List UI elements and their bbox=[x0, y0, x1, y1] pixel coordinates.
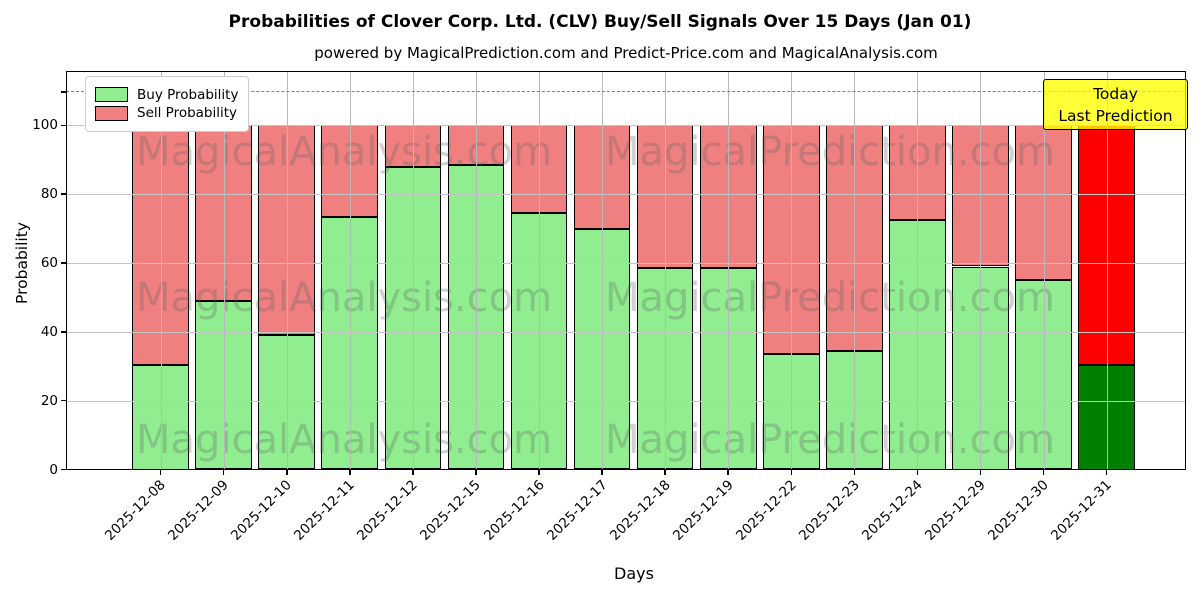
gridline-vertical bbox=[728, 71, 730, 470]
x-tick-label: 2025-12-10 bbox=[228, 477, 296, 544]
watermark-text: MagicalAnalysis.com bbox=[135, 275, 553, 321]
x-tick-mark bbox=[159, 470, 162, 475]
gridline-vertical bbox=[160, 71, 162, 470]
y-tick-label: 40 bbox=[40, 323, 58, 340]
x-tick-label: 2025-12-29 bbox=[921, 477, 989, 544]
x-tick-mark bbox=[1042, 470, 1045, 475]
chart-title: Probabilities of Clover Corp. Ltd. (CLV)… bbox=[228, 12, 972, 32]
plot-area: MagicalAnalysis.com MagicalPrediction.com… bbox=[66, 71, 1186, 470]
y-tick-mark bbox=[60, 399, 66, 402]
x-tick-mark bbox=[349, 470, 351, 475]
gridline-vertical bbox=[475, 71, 477, 470]
gridline-vertical bbox=[1043, 71, 1045, 470]
bar-sell-segment bbox=[825, 125, 883, 351]
y-tick-mark bbox=[60, 124, 66, 127]
x-tick-label: 2025-12-12 bbox=[354, 477, 422, 544]
bar-sell-segment bbox=[132, 125, 189, 365]
gridline-horizontal bbox=[66, 263, 1186, 264]
x-tick-label: 2025-12-08 bbox=[102, 477, 169, 544]
legend-swatch bbox=[95, 105, 128, 121]
x-tick-mark bbox=[538, 470, 540, 475]
legend-label: Buy Probability bbox=[137, 86, 239, 103]
x-tick-label: 2025-12-24 bbox=[858, 477, 926, 544]
watermark-text: MagicalPrediction.com bbox=[605, 129, 1055, 175]
y-tick-label: 100 bbox=[32, 117, 58, 134]
x-tick-label: 2025-12-09 bbox=[165, 477, 233, 544]
y-tick-label: 80 bbox=[40, 186, 58, 203]
bar-buy-segment bbox=[636, 268, 694, 470]
x-tick-label: 2025-12-31 bbox=[1048, 477, 1115, 544]
gridline-vertical bbox=[791, 71, 793, 470]
x-tick-label: 2025-12-17 bbox=[543, 477, 611, 544]
x-tick-mark bbox=[790, 470, 792, 475]
x-tick-mark bbox=[664, 470, 666, 475]
gridline-vertical bbox=[349, 71, 351, 470]
x-tick-mark bbox=[222, 470, 225, 475]
y-tick-label: 60 bbox=[40, 255, 58, 271]
y-tick-mark bbox=[60, 468, 66, 471]
gridline-vertical bbox=[665, 71, 667, 470]
bar-sell-segment bbox=[510, 125, 568, 214]
x-tick-label: 2025-12-22 bbox=[732, 477, 800, 544]
gridline-vertical bbox=[980, 71, 982, 470]
bar-buy-segment bbox=[510, 213, 568, 470]
bar-buy-segment bbox=[825, 350, 883, 470]
threshold-dashed-line bbox=[66, 91, 1186, 92]
gridline-vertical bbox=[854, 71, 856, 470]
gridline-vertical bbox=[539, 71, 540, 470]
today-annotation: Today Last Prediction bbox=[1043, 79, 1188, 130]
y-tick-mark bbox=[60, 262, 66, 264]
legend: Buy Probability Sell Probability bbox=[85, 76, 250, 132]
bar-buy-segment bbox=[132, 364, 189, 470]
legend-swatch bbox=[95, 87, 128, 102]
bar-sell-segment bbox=[1015, 125, 1072, 281]
legend-item: Buy Probability bbox=[95, 87, 238, 103]
bar-buy-segment bbox=[321, 216, 379, 470]
gridline-vertical bbox=[602, 71, 603, 470]
legend-item: Sell Probability bbox=[95, 105, 238, 121]
x-tick-label: 2025-12-16 bbox=[480, 477, 548, 544]
y-tick-label: 0 bbox=[49, 461, 58, 478]
legend-label: Sell Probability bbox=[137, 105, 238, 121]
x-tick-mark bbox=[853, 470, 855, 475]
gridline-vertical bbox=[917, 71, 919, 470]
x-tick-mark bbox=[601, 470, 603, 475]
gridline-horizontal bbox=[66, 125, 1186, 127]
watermark-text: MagicalPrediction.com bbox=[605, 275, 1055, 321]
y-axis-label: Probability bbox=[13, 222, 31, 304]
x-tick-label: 2025-12-19 bbox=[669, 477, 737, 544]
x-tick-mark bbox=[916, 470, 919, 475]
x-axis-label: Days bbox=[614, 564, 654, 583]
y-tick-label: 20 bbox=[40, 392, 58, 409]
x-tick-mark bbox=[979, 470, 982, 475]
gridline-horizontal bbox=[66, 331, 1186, 333]
watermark-text: MagicalAnalysis.com bbox=[135, 417, 553, 463]
watermark-text: MagicalAnalysis.com bbox=[135, 129, 553, 175]
x-tick-label: 2025-12-23 bbox=[795, 477, 863, 544]
x-tick-mark bbox=[286, 470, 288, 475]
gridline-vertical bbox=[1106, 71, 1108, 470]
x-tick-label: 2025-12-15 bbox=[417, 477, 485, 544]
x-tick-mark bbox=[1105, 470, 1108, 475]
x-tick-label: 2025-12-30 bbox=[985, 477, 1052, 544]
gridline-horizontal bbox=[66, 194, 1186, 196]
x-tick-label: 2025-12-18 bbox=[606, 477, 674, 544]
annotation-line-2: Last Prediction bbox=[1058, 106, 1173, 125]
x-tick-label: 2025-12-11 bbox=[291, 477, 359, 544]
chart-subtitle: powered by MagicalPrediction.com and Pre… bbox=[314, 44, 938, 62]
gridline-horizontal bbox=[66, 400, 1186, 402]
x-tick-mark bbox=[727, 470, 729, 475]
annotation-line-1: Today bbox=[1093, 84, 1138, 103]
y-tick-mark bbox=[60, 331, 66, 333]
bar-buy-segment bbox=[1015, 280, 1072, 470]
y-tick-mark-threshold bbox=[60, 91, 66, 93]
gridline-vertical bbox=[412, 71, 414, 470]
gridline-vertical bbox=[286, 71, 288, 470]
gridline-vertical bbox=[223, 71, 225, 470]
y-tick-mark bbox=[60, 193, 66, 195]
x-tick-mark bbox=[475, 470, 477, 475]
watermark-text: MagicalPrediction.com bbox=[605, 417, 1055, 463]
x-tick-mark bbox=[412, 470, 414, 475]
